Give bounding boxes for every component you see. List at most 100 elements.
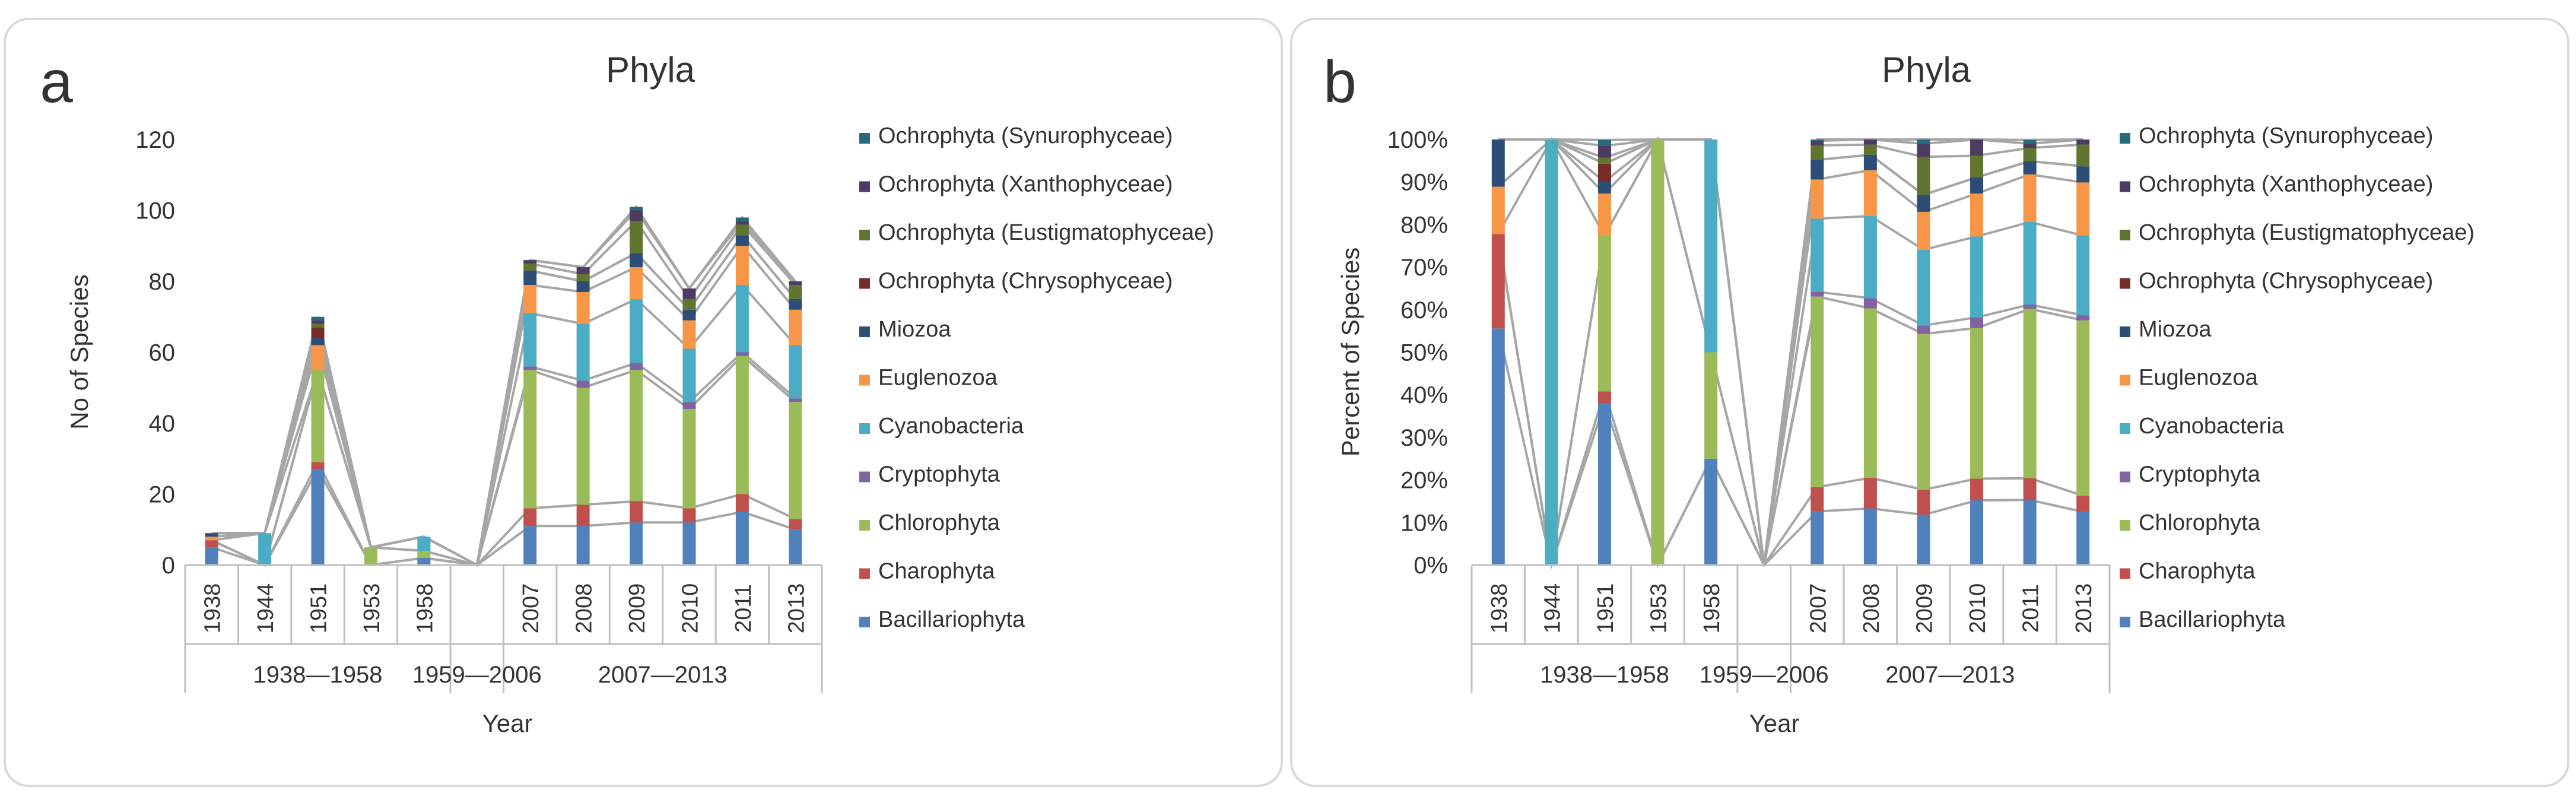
legend-label: Charophyta <box>2139 559 2256 584</box>
bar-segment <box>1597 163 1611 182</box>
bar-segment <box>735 221 749 225</box>
bar-segment <box>523 508 537 526</box>
bar-segment <box>2076 236 2090 316</box>
bar-segment <box>1863 216 1877 299</box>
bar-segment <box>1970 500 1984 565</box>
legend-label: Chlorophyta <box>2139 510 2261 535</box>
bar-segment <box>2076 166 2090 183</box>
y-tick-label: 30% <box>1400 425 1448 451</box>
y-tick-label: 60% <box>1400 297 1448 323</box>
y-tick-label: 100% <box>1387 127 1448 153</box>
bar-segment <box>311 462 325 469</box>
bar-segment <box>1704 458 1718 565</box>
bar-segment <box>1810 139 1824 141</box>
bar-segment <box>576 526 590 565</box>
bar-segment <box>1597 236 1611 392</box>
bar-segment <box>2023 304 2037 309</box>
bar-segment <box>630 253 643 268</box>
legend-swatch <box>859 471 870 483</box>
bar-segment <box>1810 511 1824 565</box>
bar-segment <box>735 217 749 221</box>
bar-segment <box>1491 186 1505 234</box>
legend-swatch <box>2120 278 2130 289</box>
legend-swatch <box>2120 423 2130 434</box>
series-line-cyanobacteria <box>211 283 796 567</box>
bar-segment <box>2023 174 2037 223</box>
bar-segment <box>2076 320 2090 496</box>
x-tick-label: 1953 <box>360 583 385 634</box>
legend-swatch <box>2120 230 2130 240</box>
legend: Ochrophyta (Synurophyceae) Ochrophyta (Xa… <box>859 123 1214 632</box>
bar-segment <box>1810 141 1824 146</box>
panel-letter: b <box>1323 49 1357 115</box>
series-line-bacillariophyta <box>1497 328 2083 570</box>
bar-segment <box>1863 308 1877 478</box>
x-tick-label: 2011 <box>2019 584 2044 633</box>
bar-segment <box>205 540 218 548</box>
bar-segment <box>417 551 431 559</box>
bar-segment <box>735 352 749 356</box>
bar-segment <box>1545 139 1558 565</box>
bar-segment <box>682 299 696 310</box>
legend-label: Ochrophyta (Xanthophyceae) <box>878 172 1173 197</box>
x-tick-label: 2010 <box>678 583 703 634</box>
bar-segment <box>1491 328 1505 565</box>
bar-segment <box>735 246 749 285</box>
legend-label: Euglenozoa <box>2139 366 2259 391</box>
legend-swatch <box>859 278 870 289</box>
x-group-label: 1938—1958 <box>253 662 383 688</box>
bar-segment <box>630 267 643 299</box>
legend: Ochrophyta (Synurophyceae) Ochrophyta (Xa… <box>2120 123 2475 632</box>
bar-segment <box>2076 512 2090 565</box>
bar-segment <box>1917 195 1930 212</box>
bar-segment <box>735 494 749 512</box>
bar-segment <box>576 388 590 505</box>
bar-segment <box>1970 328 1984 479</box>
bar-segment <box>1810 296 1824 487</box>
chart-title: Phyla <box>1882 50 1971 90</box>
bar-segment <box>1970 478 1984 501</box>
bar-segment <box>735 356 749 494</box>
bar-segment <box>1970 236 1984 318</box>
bar-segment <box>789 345 802 399</box>
x-tick-label: 2013 <box>2072 583 2097 634</box>
y-tick-label: 100 <box>135 198 175 224</box>
bar-segment <box>311 469 325 565</box>
legend-label: Chlorophyta <box>878 510 1000 535</box>
legend-label: Miozoa <box>878 317 951 342</box>
x-tick-label: 1953 <box>1647 583 1672 634</box>
bar-segment <box>2023 161 2037 175</box>
bar-segment <box>523 264 537 271</box>
legend-label: Charophyta <box>878 559 995 584</box>
legend-label: Cryptophyta <box>878 462 1000 487</box>
legend-label: Cyanobacteria <box>2139 414 2285 439</box>
x-tick-label: 1944 <box>1540 583 1565 634</box>
bar-segment <box>1597 139 1611 146</box>
bar-segment <box>1597 193 1611 236</box>
bar-segment <box>1597 391 1611 404</box>
bar-segment <box>789 519 802 530</box>
y-tick-label: 60 <box>149 340 176 366</box>
bar-segment <box>1810 145 1824 160</box>
bar-segment <box>630 207 643 211</box>
bar-segment <box>1917 211 1930 250</box>
bar-segment <box>311 338 325 345</box>
legend-swatch <box>859 375 870 386</box>
y-tick-label: 40 <box>149 411 176 437</box>
series-line-euglenozoa <box>1497 138 2083 566</box>
bar-segment <box>576 291 590 324</box>
legend-swatch <box>859 326 870 337</box>
y-tick-label: 0% <box>1414 553 1448 579</box>
bar-segment <box>1970 156 1984 177</box>
y-tick-label: 80% <box>1400 212 1448 238</box>
bar-segment <box>2076 144 2090 167</box>
bar-segment <box>682 288 696 299</box>
bar-segment <box>2023 500 2037 565</box>
bar-segment <box>1810 160 1824 180</box>
legend-swatch <box>2120 133 2130 144</box>
bar-segment <box>1810 179 1824 219</box>
series-line-ochrophyta-synurophyceae- <box>1498 138 2083 566</box>
legend-label: Ochrophyta (Synurophyceae) <box>878 123 1173 148</box>
bar-segment <box>576 281 590 292</box>
y-tick-label: 50% <box>1400 340 1448 366</box>
